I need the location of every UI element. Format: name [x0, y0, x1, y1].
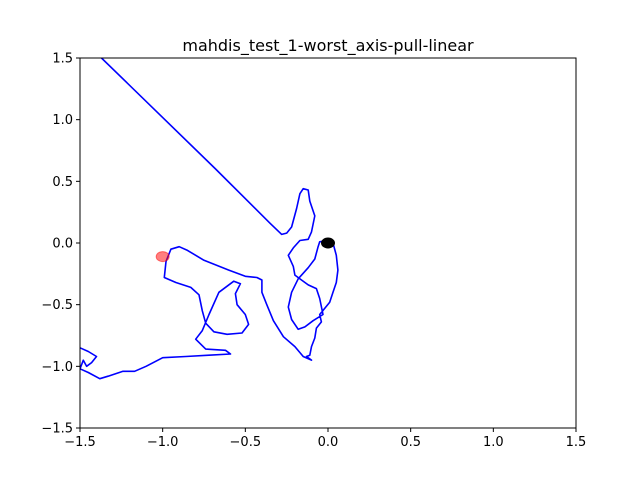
y-tick-label: −1.5 — [41, 422, 73, 437]
x-tick-label: −1.0 — [147, 435, 179, 450]
y-tick-label: 1.5 — [52, 52, 73, 67]
x-tick-label: 1.5 — [566, 435, 587, 450]
x-tick-label: −1.5 — [64, 435, 96, 450]
y-axis: −1.5 −1.0 −0.5 0.0 0.5 1.0 1.5 — [41, 52, 80, 437]
x-tick-label: −0.5 — [230, 435, 262, 450]
y-tick-label: −0.5 — [41, 298, 73, 313]
target-marker — [155, 251, 170, 263]
y-tick-label: 0.5 — [52, 175, 73, 190]
x-tick-label: 0.0 — [318, 435, 339, 450]
chart-title: mahdis_test_1-worst_axis-pull-linear — [182, 36, 474, 56]
marker-layer — [155, 237, 335, 263]
y-tick-label: 1.0 — [52, 113, 73, 128]
series-layer — [80, 58, 339, 380]
x-tick-label: 0.5 — [400, 435, 421, 450]
y-tick-label: 0.0 — [52, 237, 73, 252]
x-tick-label: 1.0 — [483, 435, 504, 450]
y-tick-label: −1.0 — [41, 360, 73, 375]
x-axis: −1.5 −1.0 −0.5 0.0 0.5 1.0 1.5 — [64, 428, 586, 450]
start-marker — [321, 237, 335, 249]
series-line-0 — [80, 58, 339, 380]
